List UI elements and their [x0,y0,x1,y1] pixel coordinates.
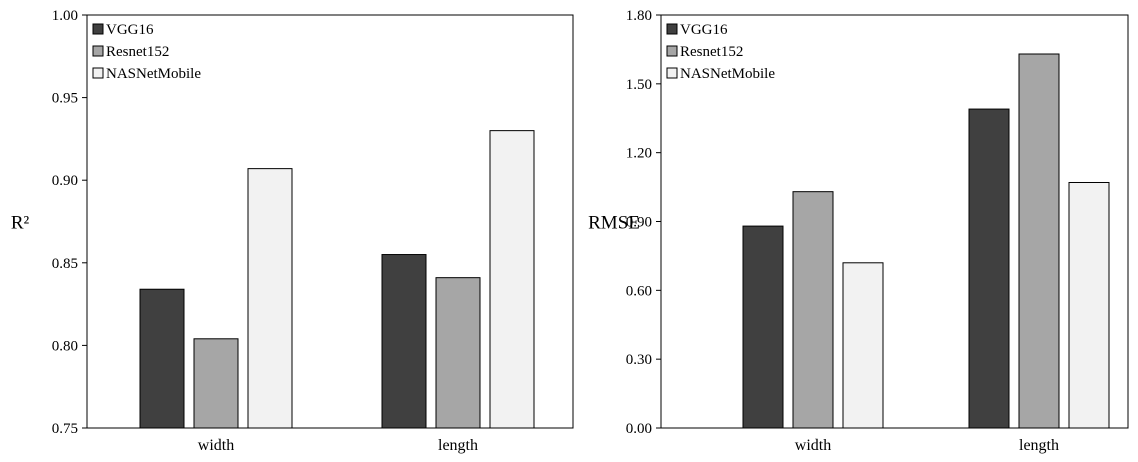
y-tick-label: 0.60 [626,283,652,299]
legend-swatch [666,67,678,79]
r2-chart: 0.75 0.80 0.85 0.90 0.95 1.00 R² width length VGG… [11,8,574,454]
bar-nasnetmobile-width [247,168,293,429]
legend-label: VGG16 [106,22,154,38]
bar-nasnetmobile-length [489,130,535,429]
rmse-chart: 0.00 0.30 0.60 0.90 1.20 1.50 1.80 RMSE width len… [588,8,1129,454]
y-tick-label: 0.75 [52,421,78,437]
legend-swatch [92,45,104,57]
bar-resnet152-width [193,338,239,429]
y-tick-label: 0.95 [52,91,78,107]
x-category-label: width [795,437,831,454]
legend-label: VGG16 [680,22,728,38]
bar-resnet152-length [1018,53,1060,429]
y-tick-label: 0.90 [52,173,78,189]
bar-vgg16-width [742,225,784,429]
legend-swatch [666,45,678,57]
bar-resnet152-width [792,191,834,429]
y-axis-label: R² [11,213,30,234]
bar-nasnetmobile-width [842,262,884,429]
x-category-label: length [438,437,478,454]
plot-frame [86,14,574,429]
y-tick-label: 1.00 [52,8,78,24]
y-tick-label: 1.80 [626,8,652,24]
legend-swatch [92,67,104,79]
y-tick-label: 0.00 [626,421,652,437]
legend-label: Resnet152 [680,44,743,60]
y-tick-label: 0.90 [626,215,652,231]
x-category-label: length [1019,437,1059,454]
bar-vgg16-width [139,288,185,429]
y-tick-label: 0.85 [52,256,78,272]
bar-vgg16-length [381,254,427,429]
legend-swatch [92,23,104,35]
x-category-label: width [198,437,234,454]
legend-label: NASNetMobile [680,66,775,82]
bar-vgg16-length [968,108,1010,429]
y-tick-label: 1.20 [626,146,652,162]
legend-label: NASNetMobile [106,66,201,82]
y-tick-label: 1.50 [626,77,652,93]
legend-label: Resnet152 [106,44,169,60]
y-axis-label: RMSE [588,213,640,234]
legend-swatch [666,23,678,35]
y-tick-label: 0.30 [626,352,652,368]
y-tick-label: 0.80 [52,338,78,354]
bar-nasnetmobile-length [1068,181,1110,429]
bar-resnet152-length [435,277,481,429]
